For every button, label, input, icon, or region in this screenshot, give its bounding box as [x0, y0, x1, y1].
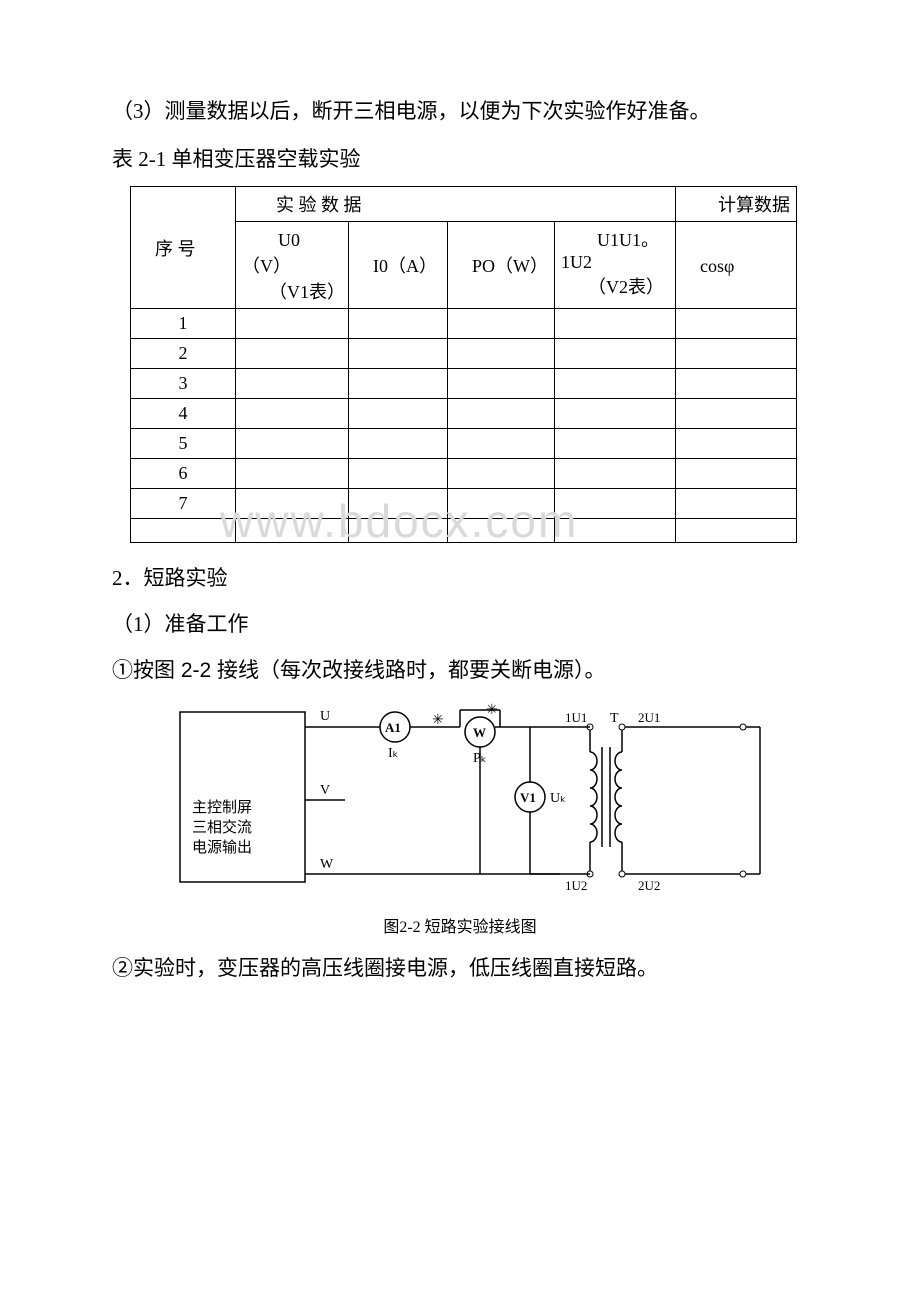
label-2u2: 2U2 [638, 878, 660, 893]
cell [448, 519, 555, 543]
cell [349, 309, 448, 339]
cell [236, 369, 349, 399]
source-box [180, 712, 305, 882]
cell [236, 519, 349, 543]
source-label-1: 主控制屏 [192, 799, 252, 816]
ik-label: Iₖ [388, 746, 399, 761]
cell [676, 339, 797, 369]
step-1-text: ①按图 2-2 接线（每次改接线路时，都要关断电源）。 [112, 659, 606, 682]
cell [236, 309, 349, 339]
cell-seq: 1 [131, 309, 236, 339]
header-cos: cosφ [676, 222, 797, 309]
secondary-coil-icon [615, 752, 622, 842]
cell [555, 339, 676, 369]
source-label-3: 电源输出 [192, 839, 252, 856]
cell [236, 429, 349, 459]
cell [555, 519, 676, 543]
figure-caption: 图2-2 短路实验接线图 [70, 913, 850, 937]
cell [555, 429, 676, 459]
cell-seq: 5 [131, 429, 236, 459]
primary-coil-icon [590, 752, 597, 842]
header-seq: 序 号 [131, 187, 236, 309]
section-2-title: 2．短路实验 [70, 557, 850, 599]
cell [349, 429, 448, 459]
cell-seq [131, 519, 236, 543]
cell [448, 399, 555, 429]
cell [676, 429, 797, 459]
label-2u1: 2U1 [638, 710, 660, 725]
cell [676, 459, 797, 489]
svg-text:✳: ✳ [432, 713, 444, 728]
cell [349, 519, 448, 543]
cell [448, 429, 555, 459]
header-u0: U0（V） （V1表） [236, 222, 349, 309]
source-label-2: 三相交流 [192, 818, 252, 836]
data-table: 序 号 实 验 数 据 计算数据 U0（V） （V1表） I0（A） PO（W）… [130, 186, 797, 543]
t-label: T [610, 711, 619, 726]
cell [676, 369, 797, 399]
step-2-text: ②实验时，变压器的高压线圈接电源，低压线圈直接短路。 [112, 957, 658, 980]
cell [676, 489, 797, 519]
terminal-icon [740, 724, 746, 730]
cell-seq: 6 [131, 459, 236, 489]
ammeter-label: A1 [385, 720, 401, 735]
cell [555, 369, 676, 399]
cell-seq: 4 [131, 399, 236, 429]
cell [555, 399, 676, 429]
cell [349, 459, 448, 489]
header-u1u1: U1U1。1U2 （V2表） [555, 222, 676, 309]
cell [236, 399, 349, 429]
uk-label: Uₖ [550, 791, 566, 806]
cell [555, 309, 676, 339]
section-2-b: ②实验时，变压器的高压线圈接电源，低压线圈直接短路。 [70, 947, 850, 990]
cell [448, 489, 555, 519]
label-1u2: 1U2 [565, 878, 587, 893]
cell [676, 309, 797, 339]
cell [448, 339, 555, 369]
header-i0: I0（A） [349, 222, 448, 309]
cell-seq: 7 [131, 489, 236, 519]
cell-seq: 2 [131, 339, 236, 369]
cell [349, 339, 448, 369]
header-po: PO（W） [448, 222, 555, 309]
paragraph-3: （3）测量数据以后，断开三相电源，以便为下次实验作好准备。 [70, 90, 850, 132]
label-1u1: 1U1 [565, 710, 587, 725]
terminal-icon [619, 871, 625, 877]
cell [448, 309, 555, 339]
label-w: W [320, 857, 334, 872]
header-calc: 计算数据 [676, 187, 797, 222]
cell-seq: 3 [131, 369, 236, 399]
circuit-svg: 主控制屏 三相交流 电源输出 U V W A1 Iₖ ✳ ✳ [170, 702, 770, 902]
cell [676, 399, 797, 429]
cell [349, 399, 448, 429]
table-caption: 表 2-1 单相变压器空载实验 [70, 138, 850, 180]
header-exp: 实 验 数 据 [236, 187, 676, 222]
label-v: V [320, 783, 330, 798]
cell [349, 489, 448, 519]
cell [349, 369, 448, 399]
cell [236, 489, 349, 519]
cell [555, 489, 676, 519]
terminal-icon [619, 724, 625, 730]
cell [555, 459, 676, 489]
cell [448, 369, 555, 399]
cell [676, 519, 797, 543]
cell [448, 459, 555, 489]
wattmeter-group: ✳ ✳ W Pₖ [432, 703, 500, 874]
terminal-icon [740, 871, 746, 877]
label-u: U [320, 709, 330, 724]
section-2-a: ①按图 2-2 接线（每次改接线路时，都要关断电源）。 [70, 649, 850, 692]
circuit-figure: 主控制屏 三相交流 电源输出 U V W A1 Iₖ ✳ ✳ [170, 702, 850, 937]
cell [236, 339, 349, 369]
section-2-1: （1）准备工作 [70, 603, 850, 645]
wattmeter-label: W [473, 725, 486, 740]
cell [236, 459, 349, 489]
voltmeter-label: V1 [520, 790, 536, 805]
para3-text: （3）测量数据以后，断开三相电源，以便为下次实验作好准备。 [112, 99, 711, 123]
table-wrapper: 序 号 实 验 数 据 计算数据 U0（V） （V1表） I0（A） PO（W）… [70, 186, 850, 543]
